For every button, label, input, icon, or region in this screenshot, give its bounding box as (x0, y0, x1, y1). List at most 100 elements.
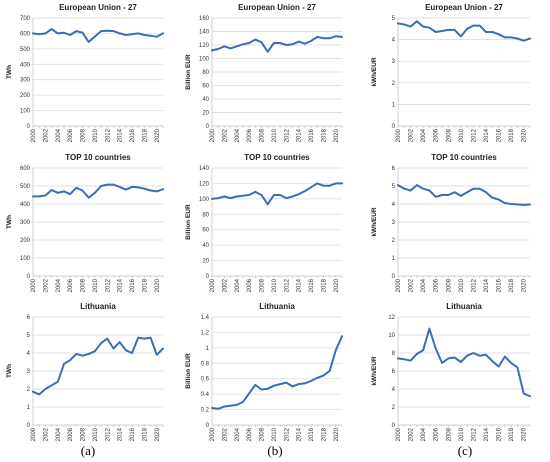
data-point (285, 44, 288, 46)
y-axis-label: kWh/EUR (371, 57, 378, 87)
data-point (341, 335, 343, 338)
x-tick-label: 2000 (210, 278, 216, 292)
x-tick-label: 2008 (446, 427, 452, 441)
x-tick-label: 2016 (309, 427, 315, 441)
y-tick-label: 120 (199, 181, 210, 187)
y-tick-label: 40 (202, 243, 209, 249)
chart-panel-8: Lithuania 0 0.2 0.4 0.6 0.8 1 1.2 1.4 Billion EUR… (185, 302, 343, 441)
data-point (503, 36, 506, 39)
x-tick-label: 2004 (56, 427, 62, 441)
y-tick-label: 4 (392, 38, 396, 44)
data-point (310, 380, 312, 382)
y-tick-label: 40 (202, 97, 209, 103)
x-tick-label: 2002 (43, 278, 49, 292)
data-point (217, 407, 220, 410)
x-tick-label: 2006 (434, 278, 440, 292)
data-point (69, 359, 72, 362)
data-point (94, 35, 96, 38)
y-tick-label: 1 (392, 256, 396, 262)
data-point (254, 383, 257, 386)
data-point (81, 31, 84, 34)
data-point (87, 353, 90, 355)
data-point (162, 347, 164, 350)
data-point (409, 359, 412, 362)
data-point (235, 404, 238, 406)
data-point (32, 390, 34, 393)
y-tick-label: 2 (392, 238, 396, 244)
data-point (328, 184, 331, 187)
y-tick-label: 0.4 (201, 392, 210, 398)
data-point (106, 183, 109, 186)
x-tick-label: 2012 (471, 427, 477, 441)
data-point (87, 41, 90, 43)
data-point (403, 187, 406, 190)
y-tick-label: 400 (20, 202, 31, 208)
y-tick-label: 100 (199, 57, 210, 63)
x-tick-label: 2012 (105, 278, 111, 292)
x-tick-label: 2016 (130, 278, 136, 292)
y-tick-label: 0 (206, 274, 210, 280)
data-point (529, 395, 531, 398)
data-point (266, 387, 269, 390)
series-line (211, 335, 343, 410)
data-point (112, 30, 115, 33)
y-tick-label: 160 (199, 16, 210, 22)
x-tick-label: 2004 (235, 278, 241, 292)
x-tick-label: 2020 (334, 427, 340, 441)
y-tick-label: 100 (199, 197, 210, 203)
y-tick-label: 140 (199, 166, 210, 172)
x-tick-label: 2008 (81, 278, 87, 292)
x-tick-label: 2018 (142, 427, 148, 441)
data-point (485, 31, 487, 33)
chart-title: TOP 10 countries (431, 153, 497, 162)
x-tick-label: 2016 (497, 278, 503, 292)
chart-title: Lithuania (446, 302, 482, 311)
chart-panel-4: TOP 10 countries 0 100 200 300 400 500 600 TWh 20… (6, 153, 164, 292)
data-point (155, 353, 158, 356)
y-axis-label: Billion EUR (185, 353, 192, 389)
data-point (485, 191, 487, 194)
chart-panel-5: TOP 10 countries 0 20 40 60 80 100 120 140 Billio… (185, 153, 343, 292)
chart-panel-1: European Union - 27 0 100 200 300 400 500 600 70… (6, 3, 164, 142)
x-tick-label: 2012 (105, 427, 111, 441)
data-point (260, 194, 263, 196)
data-point (422, 349, 425, 352)
data-point (50, 384, 53, 387)
data-point (69, 193, 72, 196)
x-tick-label: 2020 (334, 278, 340, 292)
data-point (285, 197, 288, 199)
x-tick-label: 2018 (142, 278, 148, 292)
y-tick-label: 100 (20, 256, 31, 262)
data-point (428, 327, 431, 330)
x-tick-label: 2020 (155, 128, 161, 142)
data-point (100, 342, 102, 344)
x-tick-label: 2004 (56, 278, 62, 292)
data-point (434, 195, 437, 198)
x-tick-label: 2008 (260, 278, 266, 292)
chart-title: TOP 10 countries (244, 153, 310, 162)
data-point (522, 39, 525, 42)
data-point (510, 362, 513, 364)
y-tick-label: 1 (27, 405, 31, 411)
x-tick-label: 2012 (471, 128, 477, 142)
x-tick-label: 2010 (459, 278, 465, 292)
data-point (466, 191, 469, 194)
data-point (397, 357, 399, 360)
data-point (478, 24, 481, 27)
y-tick-label: 500 (20, 184, 31, 190)
series-line (211, 182, 343, 206)
data-point (447, 28, 450, 31)
x-tick-label: 2018 (509, 128, 515, 142)
series-line (397, 327, 531, 398)
y-tick-label: 0.2 (201, 408, 210, 414)
data-point (459, 35, 462, 38)
y-tick-label: 0 (27, 423, 31, 429)
data-point (223, 195, 226, 198)
data-point (328, 37, 331, 40)
data-point (217, 197, 220, 199)
x-tick-label: 2020 (334, 128, 340, 142)
data-point (56, 191, 59, 194)
x-tick-label: 2006 (247, 128, 253, 142)
data-point (516, 366, 519, 369)
data-point (155, 190, 158, 193)
